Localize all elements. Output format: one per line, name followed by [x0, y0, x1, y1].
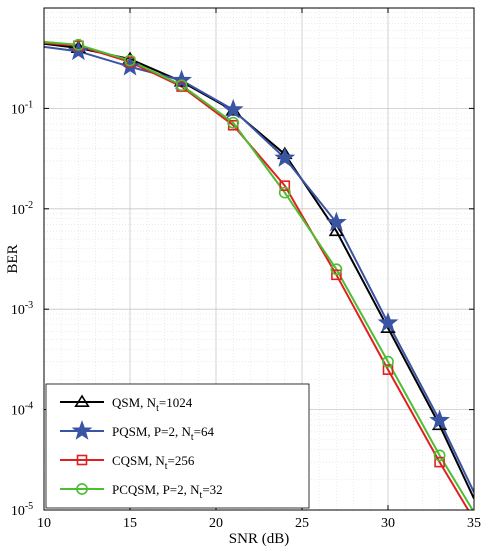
data-point-3-7	[382, 355, 394, 368]
plot-frame	[43, 7, 475, 511]
data-point-2-6	[331, 269, 342, 281]
data-point-1-6	[326, 211, 347, 232]
data-point-2-5	[279, 180, 291, 191]
y-axis-label: BER	[5, 244, 21, 273]
grid	[44, 8, 474, 510]
data-point-3-5	[278, 186, 291, 199]
x-ticks: 10 15 20 25 30 35	[37, 8, 481, 531]
x-tick-label: 30	[381, 516, 395, 531]
x-tick-label: 35	[467, 516, 481, 531]
legend-label-3: PCQSM, P=2, Nt=32	[112, 482, 223, 501]
y-tick-label: 10-3	[11, 300, 33, 318]
x-tick-label: 20	[209, 516, 223, 531]
data-point-3-1	[72, 38, 85, 51]
y-tick-label: 10-1	[11, 99, 33, 117]
y-tick-label: 10-5	[11, 501, 33, 519]
series-line-1	[44, 45, 474, 493]
data-point-3-8	[433, 449, 446, 462]
legend-label-2: CQSM, Nt=256	[112, 453, 195, 472]
legend-marker-2	[76, 454, 88, 466]
legend: QSM, Nt=1024 PQSM, P=2, Nt=64 CQSM, Nt=256…	[45, 383, 310, 509]
y-ticks: 10-1 10-2 10-3 10-4 10-5	[11, 99, 474, 519]
series-layer	[44, 40, 474, 510]
legend-marker-3	[76, 483, 88, 495]
data-point-3-4	[227, 116, 240, 129]
data-point-1-7	[377, 312, 399, 332]
data-point-2-7	[382, 364, 394, 375]
data-point-0-6	[328, 223, 345, 237]
y-tick-label: 10-2	[11, 200, 33, 218]
series-line-2	[44, 41, 470, 510]
data-point-3-2	[124, 54, 136, 67]
legend-label-1: PQSM, P=2, Nt=64	[112, 424, 214, 443]
data-point-3-3	[175, 79, 188, 92]
x-axis-label: SNR (dB)	[229, 531, 289, 547]
x-tick-label: 10	[37, 516, 51, 531]
series-line-3	[44, 40, 474, 510]
x-tick-label: 15	[123, 516, 137, 531]
data-point-2-8	[434, 456, 445, 468]
legend-marker-0	[74, 394, 90, 408]
legend-marker-1	[71, 420, 93, 440]
data-point-1-5	[274, 147, 296, 167]
x-tick-label: 25	[295, 516, 309, 531]
markers-layer	[68, 38, 450, 468]
legend-box	[45, 383, 310, 509]
data-point-1-8	[429, 409, 450, 430]
data-point-1-4	[222, 98, 244, 119]
data-point-3-6	[330, 263, 343, 276]
legend-label-0: QSM, Nt=1024	[112, 395, 193, 414]
y-tick-label: 10-4	[11, 401, 33, 419]
